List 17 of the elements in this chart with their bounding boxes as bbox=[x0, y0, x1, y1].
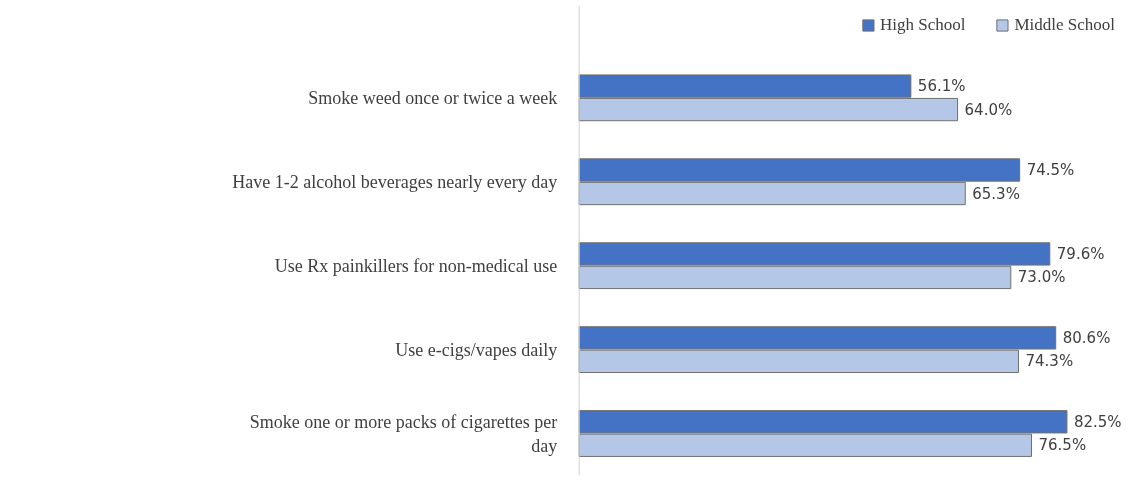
data-label: 80.6% bbox=[1062, 328, 1111, 347]
data-label: 82.5% bbox=[1073, 412, 1122, 431]
y-tick-label: Use e-cigs/vapes daily bbox=[395, 339, 558, 360]
data-label: 76.5% bbox=[1038, 436, 1087, 455]
y-tick-label: Smoke one or more packs of cigarettes per day bbox=[249, 411, 558, 456]
data-label: 79.6% bbox=[1056, 244, 1105, 263]
data-label: 73.0% bbox=[1017, 268, 1066, 287]
y-tick-label: Have 1-2 alcohol beverages nearly every day bbox=[232, 171, 558, 192]
legend-label: High School bbox=[879, 15, 966, 35]
data-label: 65.3% bbox=[972, 184, 1020, 203]
data-label: 64.0% bbox=[964, 100, 1013, 119]
y-tick-label: Smoke weed once or twice a week bbox=[308, 87, 558, 108]
data-label: 56.1% bbox=[917, 77, 966, 96]
y-tick-label: Use Rx painkillers for non-medical use bbox=[274, 255, 558, 276]
data-label: 74.3% bbox=[1025, 352, 1074, 371]
legend-label: Middle School bbox=[1014, 15, 1115, 35]
data-label: 74.5% bbox=[1026, 161, 1075, 179]
